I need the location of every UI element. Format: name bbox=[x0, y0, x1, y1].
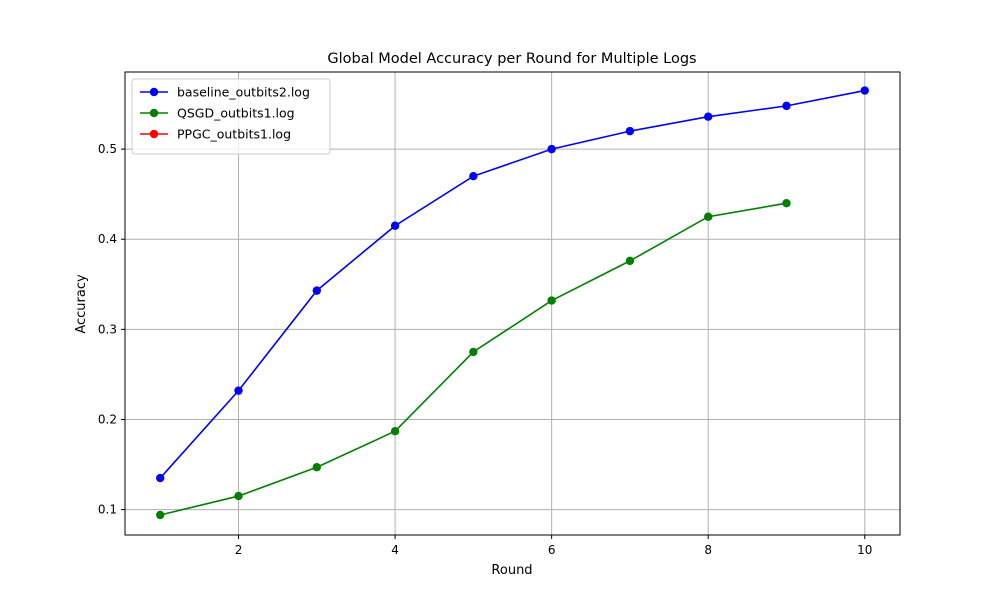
data-point bbox=[704, 212, 713, 221]
legend-item: PPGC_outbits1.log bbox=[140, 127, 291, 142]
legend: baseline_outbits2.log QSGD_outbits1.log PP… bbox=[131, 78, 331, 155]
x-tick-label: 4 bbox=[391, 543, 399, 557]
legend-label: QSGD_outbits1.log bbox=[177, 106, 295, 121]
data-point bbox=[625, 126, 635, 136]
x-tick-label: 8 bbox=[704, 543, 712, 557]
data-point bbox=[234, 491, 243, 501]
axis-ticks: 2 4 6 8 10 0.1 0.2 0.3 0.4 0.5 bbox=[98, 142, 873, 557]
data-point bbox=[312, 286, 321, 295]
data-point bbox=[312, 463, 321, 472]
legend-box bbox=[131, 78, 331, 155]
legend-item: baseline_outbits2.log bbox=[140, 85, 310, 100]
y-axis-label: Accuracy bbox=[74, 274, 89, 334]
series-line bbox=[159, 89, 865, 479]
x-tick-label: 10 bbox=[857, 543, 872, 557]
plot-area-frame bbox=[124, 71, 901, 536]
legend-label: baseline_outbits2.log bbox=[177, 85, 310, 100]
data-point bbox=[547, 296, 556, 305]
y-tick-label: 0.1 bbox=[98, 503, 117, 517]
legend-marker bbox=[149, 129, 159, 139]
y-tick-label: 0.3 bbox=[98, 322, 117, 336]
legend-item: QSGD_outbits1.log bbox=[140, 106, 295, 121]
data-point bbox=[156, 473, 165, 483]
x-tick-label: 6 bbox=[548, 543, 556, 557]
data-point bbox=[234, 386, 243, 395]
x-tick-label: 2 bbox=[235, 543, 243, 557]
legend-marker bbox=[149, 87, 159, 97]
chart-title: Global Model Accuracy per Round for Mult… bbox=[327, 51, 696, 67]
legend-label: PPGC_outbits1.log bbox=[177, 127, 291, 142]
data-point bbox=[704, 112, 713, 121]
data-point bbox=[547, 144, 556, 154]
series-layer bbox=[156, 86, 869, 520]
data-point bbox=[390, 221, 400, 230]
y-tick-label: 0.4 bbox=[98, 232, 117, 246]
data-point bbox=[469, 171, 478, 181]
data-point bbox=[390, 426, 400, 436]
data-point bbox=[156, 510, 165, 520]
data-point bbox=[469, 347, 478, 357]
data-point bbox=[782, 101, 791, 111]
data-point bbox=[782, 199, 791, 208]
legend-marker bbox=[149, 108, 159, 118]
series-1 bbox=[156, 199, 791, 520]
data-point bbox=[625, 256, 635, 266]
y-tick-label: 0.5 bbox=[98, 142, 117, 156]
series-0 bbox=[156, 86, 869, 483]
data-point bbox=[860, 86, 869, 95]
y-tick-label: 0.2 bbox=[98, 412, 117, 426]
x-axis-label: Round bbox=[491, 563, 532, 578]
